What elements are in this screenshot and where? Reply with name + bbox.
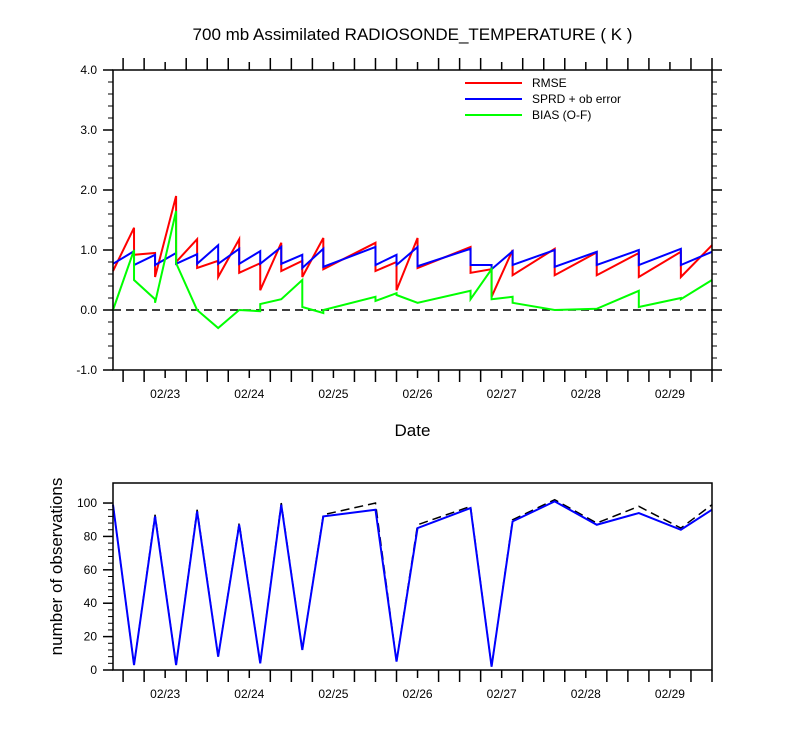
x-tick-label: 02/25 <box>318 387 348 401</box>
y-tick-label: 2.0 <box>80 183 97 197</box>
plot-frame <box>112 69 713 371</box>
x-tick-label: 02/29 <box>655 387 685 401</box>
y-tick-label: 20 <box>84 630 98 644</box>
y-tick-label: 1.0 <box>80 243 97 257</box>
series-line-sprd-ob-error <box>112 242 713 272</box>
x-tick-label: 02/23 <box>150 387 180 401</box>
x-tick-label: 02/26 <box>403 387 433 401</box>
x-tick-label: 02/27 <box>487 387 517 401</box>
legend-label-rmse: RMSE <box>532 76 567 90</box>
x-tick-label: 02/24 <box>234 387 264 401</box>
x-axis-label: Date <box>395 421 431 440</box>
x-tick-label: 02/28 <box>571 387 601 401</box>
series-line-bias-o-f <box>112 210 713 330</box>
series-line-assimilated-observations <box>112 500 713 667</box>
x-tick-label: 02/26 <box>403 687 433 701</box>
top-panel: 700 mb Assimilated RADIOSONDE_TEMPERATUR… <box>76 25 722 440</box>
bottom-panel: 02/23 02/24 02/25 02/26 02/27 02/28 02/29 0 20 40… <box>47 478 713 701</box>
y-axis-label: number of observations <box>47 478 66 656</box>
x-tick-label: 02/24 <box>234 687 264 701</box>
series-line-possible-observations <box>112 498 713 667</box>
x-tick-label: 02/27 <box>487 687 517 701</box>
y-tick-label: 80 <box>84 529 98 543</box>
y-tick-label: -1.0 <box>76 363 97 377</box>
x-tick-label: 02/25 <box>318 687 348 701</box>
y-tick-label: 60 <box>84 563 98 577</box>
chart-title: 700 mb Assimilated RADIOSONDE_TEMPERATUR… <box>193 25 633 44</box>
y-tick-label: 3.0 <box>80 123 97 137</box>
plot-frame <box>112 482 713 671</box>
x-tick-label: 02/23 <box>150 687 180 701</box>
y-tick-label: 40 <box>84 596 98 610</box>
legend-label-sprd-ob-error: SPRD + ob error <box>532 92 621 106</box>
series-line-rmse <box>112 195 713 298</box>
y-tick-label: 4.0 <box>80 63 97 77</box>
legend-label-bias-o-f: BIAS (O-F) <box>532 108 591 122</box>
y-tick-label: 0 <box>90 663 97 677</box>
x-tick-label: 02/29 <box>655 687 685 701</box>
y-tick-label: 0.0 <box>80 303 97 317</box>
y-tick-label: 100 <box>77 496 97 510</box>
x-tick-label: 02/28 <box>571 687 601 701</box>
